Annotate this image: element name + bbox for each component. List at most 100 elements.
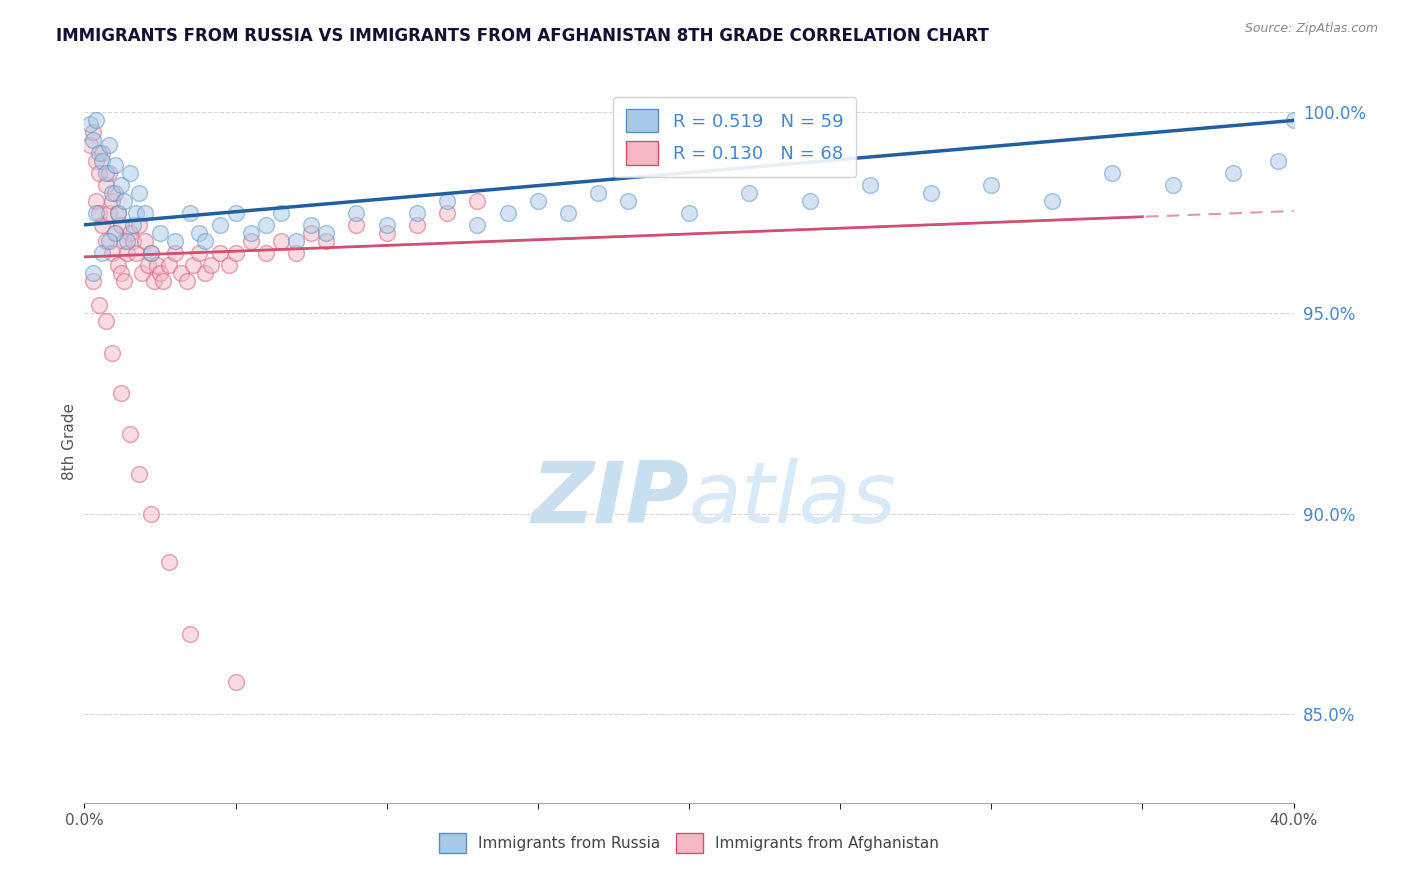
- Point: [165, 234, 187, 248]
- Text: Source: ZipAtlas.com: Source: ZipAtlas.com: [1244, 22, 1378, 36]
- Point: [375, 226, 398, 240]
- Point: [112, 274, 135, 288]
- Point: [79, 137, 101, 152]
- Point: [89, 145, 111, 160]
- Point: [139, 246, 162, 260]
- Legend: Immigrants from Russia, Immigrants from Afghanistan: Immigrants from Russia, Immigrants from …: [430, 825, 948, 860]
- Point: [254, 246, 277, 260]
- Point: [110, 386, 132, 401]
- Point: [346, 206, 368, 220]
- Point: [134, 206, 156, 220]
- Point: [315, 226, 337, 240]
- Point: [859, 178, 882, 192]
- Point: [128, 467, 150, 481]
- Point: [1161, 178, 1184, 192]
- Point: [527, 194, 550, 208]
- Point: [100, 246, 122, 260]
- Point: [97, 234, 120, 248]
- Point: [299, 226, 322, 240]
- Text: IMMIGRANTS FROM RUSSIA VS IMMIGRANTS FROM AFGHANISTAN 8TH GRADE CORRELATION CHAR: IMMIGRANTS FROM RUSSIA VS IMMIGRANTS FRO…: [56, 27, 988, 45]
- Point: [94, 178, 117, 192]
- Point: [299, 218, 322, 232]
- Point: [146, 258, 169, 272]
- Point: [200, 258, 222, 272]
- Point: [157, 258, 180, 272]
- Point: [149, 266, 172, 280]
- Point: [79, 118, 101, 132]
- Point: [115, 246, 138, 260]
- Point: [239, 226, 262, 240]
- Point: [139, 246, 162, 260]
- Point: [406, 206, 429, 220]
- Point: [97, 206, 120, 220]
- Point: [496, 206, 519, 220]
- Point: [225, 675, 247, 690]
- Text: ZIP: ZIP: [531, 458, 689, 541]
- Point: [1282, 113, 1305, 128]
- Point: [125, 246, 148, 260]
- Point: [218, 258, 240, 272]
- Point: [209, 218, 232, 232]
- Point: [121, 218, 143, 232]
- Point: [179, 206, 201, 220]
- Point: [136, 258, 159, 272]
- Point: [107, 206, 129, 220]
- Point: [165, 246, 187, 260]
- Point: [89, 166, 111, 180]
- Point: [110, 266, 132, 280]
- Point: [86, 206, 108, 220]
- Point: [115, 234, 138, 248]
- Point: [110, 178, 132, 192]
- Point: [181, 258, 204, 272]
- Point: [112, 194, 135, 208]
- Point: [467, 218, 489, 232]
- Point: [89, 298, 111, 312]
- Y-axis label: 8th Grade: 8th Grade: [62, 403, 77, 480]
- Point: [121, 234, 143, 248]
- Point: [100, 346, 122, 360]
- Point: [125, 206, 148, 220]
- Point: [104, 226, 127, 240]
- Point: [91, 145, 114, 160]
- Point: [1267, 153, 1289, 168]
- Point: [194, 266, 217, 280]
- Point: [91, 246, 114, 260]
- Text: atlas: atlas: [689, 458, 897, 541]
- Point: [104, 186, 127, 200]
- Point: [94, 314, 117, 328]
- Point: [131, 266, 153, 280]
- Point: [188, 226, 211, 240]
- Point: [1040, 194, 1063, 208]
- Point: [110, 218, 132, 232]
- Point: [104, 226, 127, 240]
- Point: [285, 234, 308, 248]
- Point: [134, 234, 156, 248]
- Point: [436, 194, 458, 208]
- Point: [170, 266, 193, 280]
- Point: [617, 194, 640, 208]
- Point: [112, 234, 135, 248]
- Point: [118, 226, 141, 240]
- Point: [799, 194, 821, 208]
- Point: [152, 274, 174, 288]
- Point: [375, 218, 398, 232]
- Point: [157, 555, 180, 569]
- Point: [436, 206, 458, 220]
- Point: [149, 226, 172, 240]
- Point: [678, 206, 700, 220]
- Point: [86, 194, 108, 208]
- Point: [254, 218, 277, 232]
- Point: [100, 186, 122, 200]
- Point: [104, 158, 127, 172]
- Point: [285, 246, 308, 260]
- Point: [91, 153, 114, 168]
- Point: [82, 134, 104, 148]
- Point: [128, 218, 150, 232]
- Point: [239, 234, 262, 248]
- Point: [82, 126, 104, 140]
- Point: [315, 234, 337, 248]
- Point: [194, 234, 217, 248]
- Point: [176, 274, 198, 288]
- Point: [82, 266, 104, 280]
- Point: [128, 186, 150, 200]
